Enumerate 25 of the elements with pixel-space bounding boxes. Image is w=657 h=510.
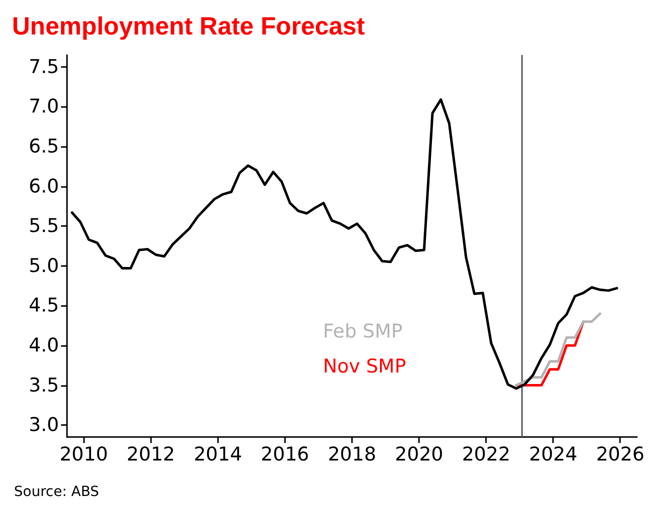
x-tick-label: 2024 <box>528 444 578 466</box>
x-tick-label: 2022 <box>462 444 510 466</box>
y-tick-label: 6.5 <box>28 136 59 158</box>
y-tick-label: 4.5 <box>28 294 59 317</box>
x-tick-label: 2018 <box>328 444 376 466</box>
x-tick-label: 2012 <box>126 444 176 466</box>
y-tick-label: 3.5 <box>28 374 59 396</box>
y-tick-label: 5.0 <box>28 254 59 277</box>
y-tick-label: 7.0 <box>28 96 59 118</box>
y-tick-label: 6.0 <box>28 175 59 198</box>
y-tick-label: 5.5 <box>28 215 59 238</box>
y-tick-label: 7.5 <box>28 56 59 78</box>
x-tick-label: 2020 <box>394 444 444 466</box>
line-series <box>70 98 618 390</box>
text: Nov SMP <box>323 356 406 378</box>
x-tick-label: 2010 <box>60 444 108 466</box>
x-tick-label: 2016 <box>260 444 310 466</box>
y-tick-label: 3.0 <box>28 414 59 436</box>
x-tick-label: 2014 <box>194 444 242 466</box>
source-note: Source: ABS <box>14 484 100 500</box>
line-series <box>515 312 602 387</box>
text: Feb SMP <box>323 320 403 342</box>
y-tick-label: 4.0 <box>28 334 59 356</box>
chart-title: Unemployment Rate Forecast <box>12 12 366 40</box>
x-tick-label: 2026 <box>596 444 644 466</box>
